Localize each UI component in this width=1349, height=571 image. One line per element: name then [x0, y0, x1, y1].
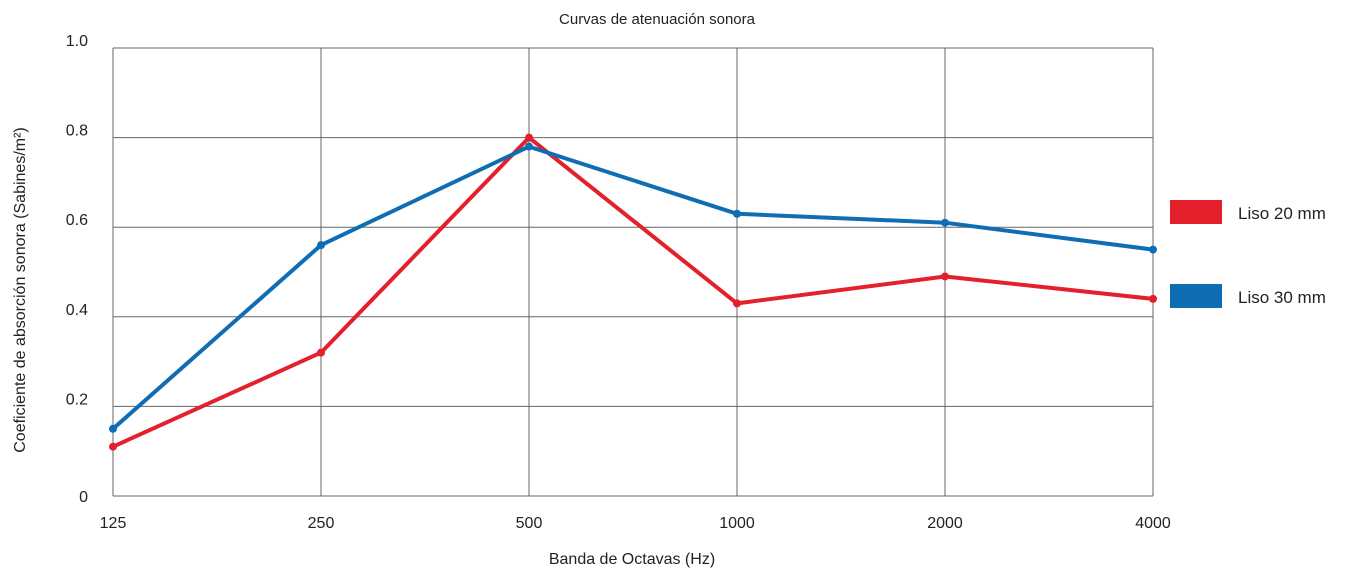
- x-tick-label: 2000: [927, 515, 963, 532]
- x-tick-label: 500: [516, 515, 543, 532]
- data-point: [733, 299, 741, 308]
- x-tick-label: 1000: [719, 515, 755, 532]
- y-tick-label: 0.6: [66, 212, 88, 229]
- y-tick-label: 0.4: [66, 302, 88, 319]
- x-tick-label: 4000: [1135, 515, 1171, 532]
- data-point: [941, 272, 949, 281]
- data-point: [1149, 245, 1157, 254]
- series-1: [109, 133, 1157, 451]
- chart-title: Curvas de atenuación sonora: [559, 11, 756, 28]
- data-point: [941, 218, 949, 227]
- data-point: [733, 209, 741, 218]
- y-axis-label: Coeficiente de absorción sonora (Sabines…: [12, 127, 29, 453]
- data-point: [525, 142, 533, 151]
- data-point: [109, 424, 117, 433]
- y-tick-label: 0: [79, 489, 88, 506]
- y-tick-label: 0.2: [66, 391, 88, 408]
- legend-label: Liso 20 mm: [1238, 204, 1326, 223]
- series-group: [109, 133, 1157, 451]
- grid: [112, 47, 1154, 497]
- x-axis-ticks: 125 250 500 1000 2000 4000: [100, 515, 1171, 532]
- x-axis-label: Banda de Octavas (Hz): [549, 551, 715, 568]
- series-line: [112, 135, 1154, 449]
- legend-swatch: [1170, 284, 1222, 308]
- y-tick-label: 1.0: [66, 33, 88, 50]
- data-point: [317, 241, 325, 250]
- x-tick-label: 125: [100, 515, 127, 532]
- y-axis-ticks: 0 0.2 0.4 0.6 0.8 1.0: [66, 33, 88, 506]
- legend-label: Liso 30 mm: [1238, 288, 1326, 307]
- series-2: [109, 142, 1157, 433]
- series-line: [111, 144, 1154, 431]
- x-tick-label: 250: [308, 515, 335, 532]
- data-point: [525, 133, 533, 142]
- legend: Liso 20 mm Liso 30 mm: [1170, 200, 1326, 308]
- data-point: [109, 442, 117, 451]
- legend-swatch: [1170, 200, 1222, 224]
- data-point: [1149, 294, 1157, 303]
- y-tick-label: 0.8: [66, 123, 88, 140]
- data-point: [317, 348, 325, 357]
